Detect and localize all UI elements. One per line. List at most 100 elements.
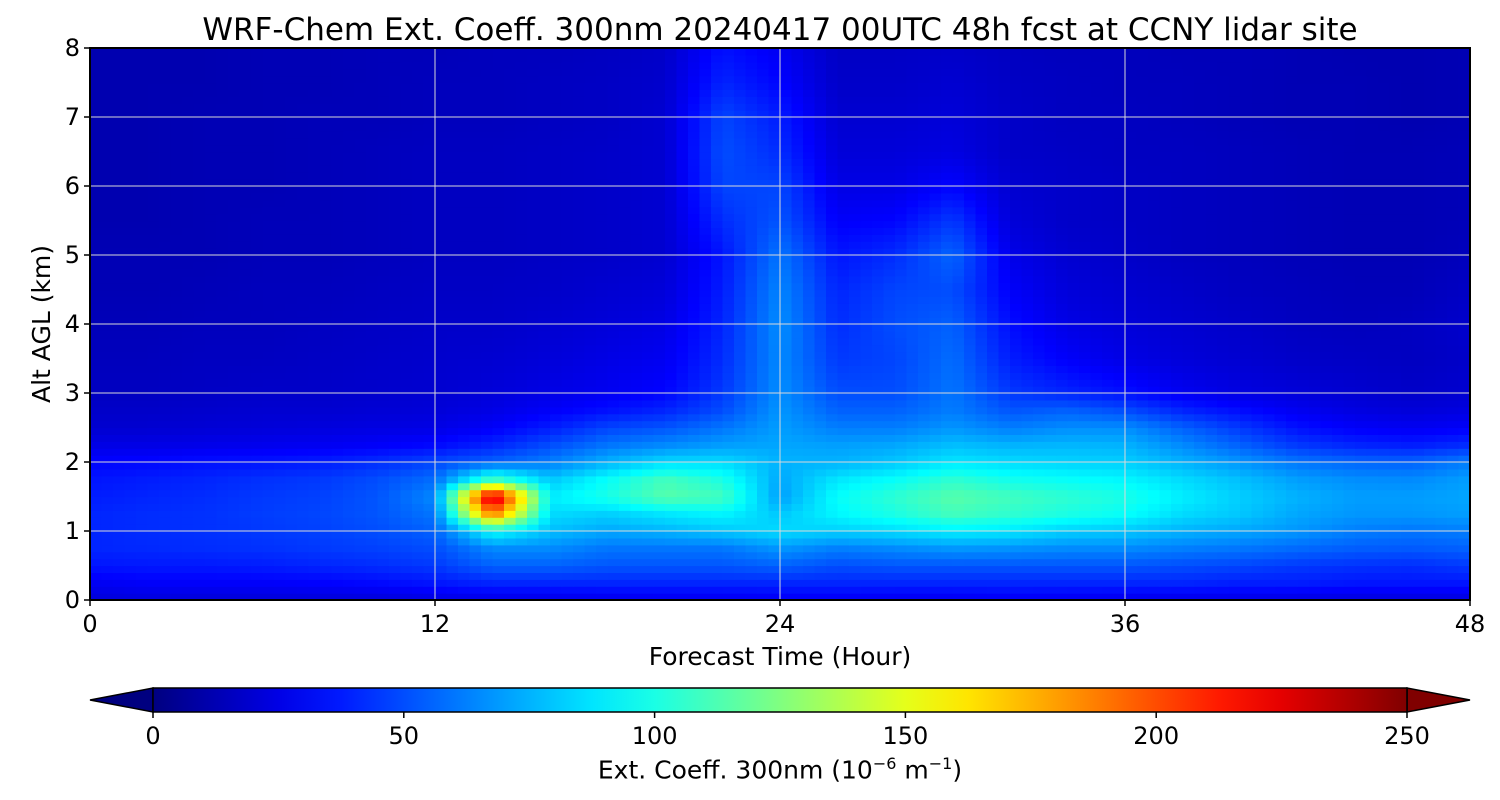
heatmap-cell [711,406,724,415]
heatmap-cell [205,406,218,415]
heatmap-cell [1343,413,1356,422]
heatmap-cell [1343,510,1356,518]
heatmap-cell [584,496,597,504]
heatmap-cell [734,572,747,580]
heatmap-cell [205,510,218,518]
heatmap-cell [872,537,885,546]
heatmap-cell [170,317,183,325]
heatmap-cell [377,344,390,353]
heatmap-cell [1044,475,1057,484]
heatmap-cell [446,537,459,546]
heatmap-cell [1125,586,1138,594]
heatmap-cell [423,393,436,401]
heatmap-cell [952,551,965,560]
heatmap-cell [1389,579,1402,587]
heatmap-cell [1205,468,1218,477]
heatmap-cell [1217,496,1230,504]
heatmap-cell [124,482,137,491]
heatmap-cell [377,537,390,546]
heatmap-cell [1228,475,1241,484]
heatmap-cell [906,524,919,532]
heatmap-cell [791,558,804,567]
heatmap-cell [343,524,356,532]
heatmap-cell [170,372,183,380]
heatmap-cell [1355,531,1368,539]
heatmap-cell [1401,468,1414,477]
heatmap-cell [1171,558,1184,567]
heatmap-cell [159,593,172,600]
heatmap-cell [1378,372,1391,380]
heatmap-cell [147,517,160,525]
heatmap-cell [837,386,850,394]
heatmap-cell [768,358,781,366]
heatmap-cell [1424,517,1437,525]
heatmap-cell [205,372,218,380]
heatmap-cell [711,358,724,366]
heatmap-cell [446,455,459,463]
heatmap-cell [1090,386,1103,394]
heatmap-cell [343,386,356,394]
heatmap-cell [1447,531,1460,539]
heatmap-cell [734,524,747,532]
heatmap-cell [676,565,689,573]
heatmap-cell [964,468,977,477]
heatmap-cell [941,544,954,553]
heatmap-cell [239,351,252,360]
heatmap-cell [216,441,229,449]
heatmap-cell [412,310,425,318]
heatmap-cell [550,372,563,380]
heatmap-cell [308,558,321,567]
heatmap-cell [734,379,747,387]
heatmap-cell [320,579,333,587]
heatmap-cell [216,324,229,332]
heatmap-cell [642,593,655,600]
heatmap-cell [538,413,551,422]
heatmap-cell [814,462,827,470]
heatmap-cell [1240,524,1253,532]
heatmap-cell [1412,496,1425,504]
heatmap-cell [377,441,390,449]
heatmap-cell [1378,537,1391,546]
heatmap-cell [1343,475,1356,484]
heatmap-cell [1113,565,1126,573]
heatmap-cell [308,462,321,470]
heatmap-cell [918,455,931,463]
heatmap-cell [331,427,344,435]
heatmap-cell [90,524,103,532]
heatmap-cell [113,455,126,463]
heatmap-cell [1297,420,1310,429]
heatmap-cell [446,558,459,567]
heatmap-cell [1205,593,1218,600]
heatmap-cell [653,310,666,318]
heatmap-cell [136,379,149,387]
heatmap-cell [182,517,195,525]
heatmap-cell [205,531,218,539]
heatmap-cell [1378,386,1391,394]
heatmap-cell [1033,337,1046,346]
heatmap-cell [113,482,126,491]
heatmap-cell [1424,496,1437,504]
heatmap-cell [619,386,632,394]
heatmap-cell [837,351,850,360]
heatmap-cell [159,330,172,339]
heatmap-cell [1171,427,1184,435]
heatmap-cell [1067,468,1080,477]
heatmap-cell [423,399,436,408]
heatmap-cell [895,586,908,594]
heatmap-cell [1159,586,1172,594]
heatmap-cell [757,586,770,594]
heatmap-cell [826,448,839,456]
heatmap-cell [1332,324,1345,332]
heatmap-cell [354,551,367,560]
heatmap-cell [90,337,103,346]
heatmap-cell [699,365,712,373]
heatmap-cell [607,455,620,463]
heatmap-cell [1412,468,1425,477]
heatmap-cell [791,586,804,594]
heatmap-cell [1355,517,1368,525]
heatmap-cell [1217,551,1230,560]
heatmap-cell [159,427,172,435]
heatmap-cell [745,579,758,587]
heatmap-cell [653,537,666,546]
heatmap-cell [469,317,482,325]
